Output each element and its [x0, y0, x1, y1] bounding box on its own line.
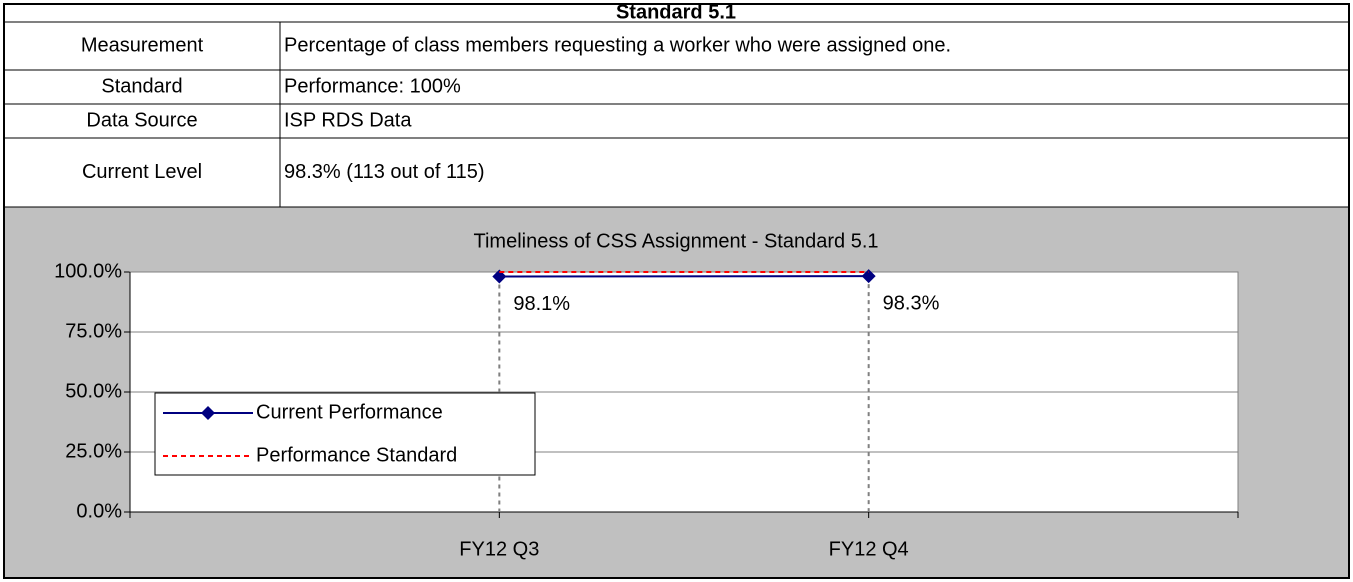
legend-box [154, 392, 536, 476]
marker [861, 269, 876, 284]
y-tick-label: 25.0% [65, 440, 122, 462]
y-tick-label: 0.0% [76, 500, 122, 522]
y-tick-label: 50.0% [65, 380, 122, 402]
row-label: Standard [101, 75, 182, 97]
marker [492, 269, 507, 284]
y-tick-label: 100.0% [54, 260, 122, 282]
data-label: 98.3% [883, 292, 940, 314]
row-label: Data Source [86, 109, 197, 131]
table-title: Standard 5.1 [616, 1, 736, 23]
legend-marker [201, 406, 215, 420]
chart-title: Timeliness of CSS Assignment - Standard … [474, 230, 879, 252]
x-tick-label: FY12 Q3 [459, 538, 539, 560]
row-value: 98.3% (113 out of 115) [284, 161, 485, 183]
row-value: Percentage of class members requesting a… [284, 34, 951, 56]
y-tick-label: 75.0% [65, 320, 122, 342]
table-border [3, 3, 1350, 579]
row-value: Performance: 100% [284, 75, 461, 97]
legend-label: Current Performance [256, 401, 443, 423]
row-label: Measurement [81, 34, 204, 56]
data-label: 98.1% [513, 293, 570, 315]
legend-label: Performance Standard [256, 444, 457, 466]
x-tick-label: FY12 Q4 [829, 538, 909, 560]
row-label: Current Level [82, 161, 202, 183]
row-value: ISP RDS Data [284, 109, 412, 131]
